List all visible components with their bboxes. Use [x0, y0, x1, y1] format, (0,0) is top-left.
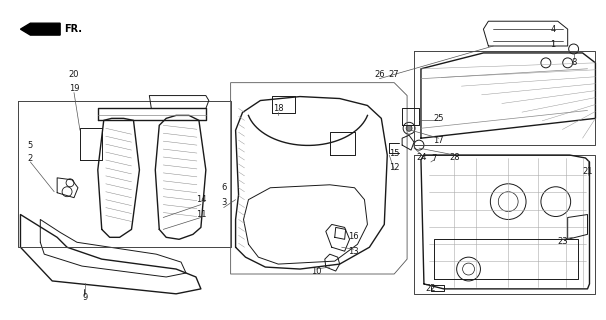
- Text: 23: 23: [558, 237, 568, 246]
- Text: 20: 20: [68, 70, 79, 79]
- Text: 3: 3: [221, 198, 227, 207]
- Text: 8: 8: [571, 58, 576, 67]
- Text: 1: 1: [550, 39, 556, 49]
- Text: 11: 11: [196, 210, 206, 219]
- Polygon shape: [21, 23, 60, 35]
- Text: 18: 18: [273, 104, 284, 113]
- Circle shape: [406, 125, 412, 131]
- Text: 27: 27: [389, 70, 399, 79]
- Text: 16: 16: [348, 232, 359, 241]
- Text: 4: 4: [550, 25, 556, 34]
- Text: 25: 25: [433, 114, 444, 123]
- Text: 5: 5: [28, 140, 33, 150]
- Text: 7: 7: [431, 154, 436, 163]
- Text: 28: 28: [450, 153, 460, 162]
- Text: 14: 14: [196, 195, 206, 204]
- Text: 9: 9: [82, 293, 87, 302]
- Text: 26: 26: [374, 70, 385, 79]
- Text: 19: 19: [68, 84, 79, 93]
- Text: 12: 12: [389, 164, 399, 172]
- Text: 21: 21: [582, 167, 593, 176]
- Text: 10: 10: [311, 267, 321, 276]
- Text: 15: 15: [389, 148, 399, 157]
- Text: 13: 13: [348, 247, 359, 256]
- Text: 17: 17: [433, 136, 444, 145]
- Text: FR.: FR.: [64, 24, 82, 34]
- Text: 2: 2: [28, 154, 33, 163]
- Text: 6: 6: [221, 183, 227, 192]
- Text: 22: 22: [425, 284, 436, 293]
- Text: 24: 24: [417, 153, 427, 162]
